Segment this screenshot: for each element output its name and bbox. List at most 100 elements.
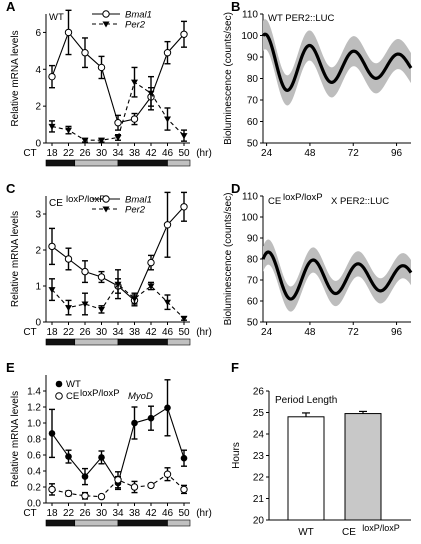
data-point <box>81 137 89 144</box>
x-tick-label: 22 <box>63 327 75 338</box>
light-dark-bar-segment <box>74 338 119 346</box>
y-tick-label: 0.8 <box>27 435 41 446</box>
legend-gene-myod: MyoD <box>128 391 153 402</box>
y-tick-label: 22 <box>253 473 265 484</box>
data-point <box>164 404 171 412</box>
sem-band <box>263 239 411 312</box>
x-tick-label: 72 <box>348 148 360 159</box>
data-point <box>97 273 106 281</box>
light-dark-bar-segment <box>167 159 191 167</box>
light-dark-bar-segment <box>45 519 76 527</box>
x-tick-label: 22 <box>63 148 75 159</box>
y-tick-label: 110 <box>242 192 258 203</box>
data-point <box>180 485 188 494</box>
y-tick-label: 100 <box>241 31 258 42</box>
y-axis-label: Relative mRNA levels <box>10 391 21 487</box>
y-tick-label: 3 <box>35 210 41 221</box>
data-point <box>98 306 105 313</box>
y-tick-label: 25 <box>253 408 265 419</box>
y-tick-label: 60 <box>247 117 259 128</box>
y-tick-label: 1 <box>35 282 41 293</box>
x-tick-label: 26 <box>79 148 91 159</box>
legend-marker <box>55 380 63 388</box>
data-point <box>180 133 188 140</box>
light-dark-bar-segment <box>45 338 76 346</box>
x-tick-label: 38 <box>129 508 141 519</box>
data-point <box>48 242 56 251</box>
mean-trace <box>261 32 413 93</box>
legend-marker <box>102 206 110 213</box>
x-tick-label: 18 <box>46 508 58 519</box>
y-tick-label: 1.0 <box>27 419 41 430</box>
data-point <box>98 454 105 461</box>
y-tick-label: 4 <box>35 65 41 76</box>
label-wt-per2luc: WT PER2::LUC <box>268 13 334 24</box>
data-point <box>131 79 138 86</box>
y-tick-label: 70 <box>247 276 259 287</box>
y-tick-label: 50 <box>247 318 259 329</box>
legend-label-ce: CE <box>66 391 79 402</box>
data-point <box>114 134 122 141</box>
data-point <box>98 137 105 144</box>
x-prefix: CT <box>23 508 36 519</box>
label-ce-sup: loxP/loxP <box>66 194 106 205</box>
light-dark-bar-segment <box>117 338 168 346</box>
y-tick-label: 0 <box>35 318 41 329</box>
y-tick-label: 80 <box>247 74 259 85</box>
data-point <box>147 258 155 267</box>
y-tick-label: 0.4 <box>27 467 41 478</box>
panel-letter-f: F <box>231 360 239 375</box>
y-tick-label: 1.2 <box>27 403 41 414</box>
category-label-ce: CE <box>342 527 356 538</box>
data-point <box>147 414 155 422</box>
label-wt: WT <box>49 12 64 23</box>
panel-e: 0.0 0.2 0.4 0.6 0.8 1.0 1.2 1.4 18 22 26 30 34 38 42 46… <box>10 375 212 527</box>
label-ce-d-sup: loxP/loxP <box>283 192 323 203</box>
data-point <box>163 470 172 478</box>
data-point <box>81 473 89 480</box>
x-tick-label: 46 <box>162 148 174 159</box>
data-point <box>81 492 89 500</box>
data-point <box>65 453 72 460</box>
data-point <box>114 281 122 288</box>
x-tick-label: 26 <box>79 508 91 519</box>
legend-marker <box>55 392 63 400</box>
x-tick-label: 30 <box>96 148 108 159</box>
light-dark-bar-segment <box>117 519 168 527</box>
x-tick-label: 30 <box>96 508 108 519</box>
data-point <box>147 283 155 290</box>
panel-title: Period Length <box>275 395 337 406</box>
x-prefix: CT <box>23 148 36 159</box>
legend-marker <box>102 195 110 203</box>
x-tick-label: 42 <box>145 148 157 159</box>
data-point <box>64 255 73 263</box>
y-tick-label: 1.4 <box>27 387 41 398</box>
y-tick-label: 2 <box>35 246 41 257</box>
legend-label: Per2 <box>125 20 146 31</box>
data-point <box>180 454 188 462</box>
light-dark-bar-segment <box>45 159 76 167</box>
y-tick-label: 24 <box>253 430 265 441</box>
x-tick-label: 42 <box>145 508 157 519</box>
data-point <box>48 430 56 437</box>
legend-label: Per2 <box>125 205 146 216</box>
data-point <box>114 119 122 127</box>
data-point <box>180 30 188 38</box>
x-tick-label: 96 <box>391 148 403 159</box>
y-tick-label: 110 <box>242 10 258 21</box>
y-tick-label: 100 <box>241 213 258 224</box>
y-tick-label: 80 <box>247 255 259 266</box>
data-point <box>180 315 188 322</box>
y-axis-label: Relative mRNA levels <box>10 211 21 307</box>
data-point <box>81 49 89 57</box>
data-point <box>97 492 106 501</box>
x-unit: (hr) <box>196 327 212 338</box>
y-axis-label: Relative mRNA levels <box>10 30 21 126</box>
data-point <box>64 489 73 498</box>
y-tick-label: 23 <box>253 451 265 462</box>
x-unit: (hr) <box>196 148 212 159</box>
data-point <box>65 305 72 312</box>
x-tick-label: 46 <box>162 327 174 338</box>
bar-0 <box>287 416 325 521</box>
